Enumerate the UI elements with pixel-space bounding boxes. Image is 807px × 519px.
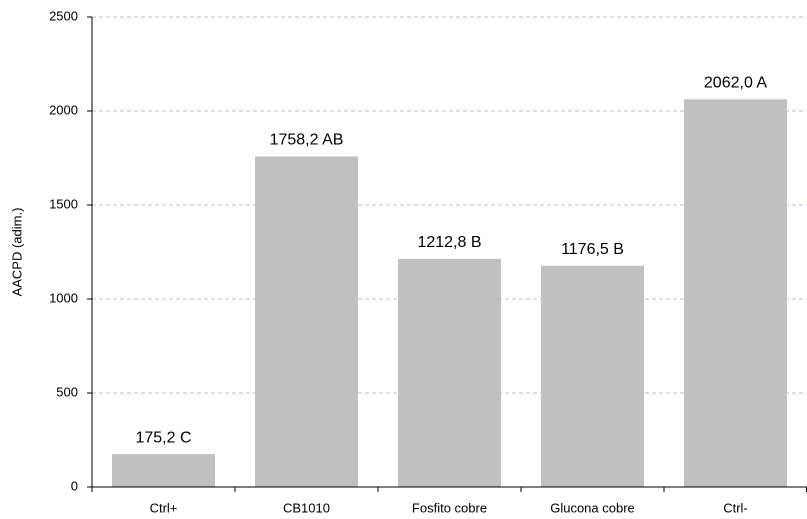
y-tick-label: 2000: [49, 102, 78, 117]
x-tick-label: Ctrl+: [150, 500, 178, 515]
x-tick-label: Ctrl-: [723, 500, 748, 515]
value-label: 175,2 C: [135, 429, 191, 446]
x-tick-label: Glucona cobre: [550, 500, 635, 515]
x-tick-label: CB1010: [283, 500, 330, 515]
y-tick-label: 2500: [49, 8, 78, 23]
y-axis-label: AACPD (adim.): [9, 208, 24, 297]
x-tick-label: Fosfito cobre: [412, 500, 487, 515]
bar: [255, 156, 358, 487]
value-label: 1212,8 B: [417, 234, 481, 251]
value-label: 1176,5 B: [561, 241, 624, 258]
bar: [541, 265, 644, 487]
value-label: 1758,2 AB: [270, 132, 344, 149]
value-label: 2062,0 A: [704, 75, 768, 92]
y-tick-label: 1500: [49, 196, 78, 211]
bar: [684, 99, 787, 488]
bar: [112, 454, 215, 487]
y-tick-label: 1000: [49, 290, 78, 305]
y-tick-label: 500: [56, 384, 78, 399]
bar: [398, 258, 501, 487]
y-tick-label: 0: [71, 478, 78, 493]
